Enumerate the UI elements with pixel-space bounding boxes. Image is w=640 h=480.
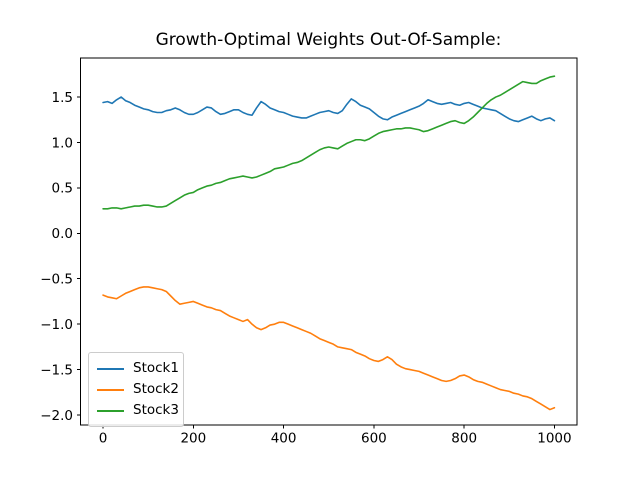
legend-entry-stock3: Stock3 bbox=[97, 400, 179, 421]
x-tick-label: 0 bbox=[99, 431, 108, 447]
series-line-stock3 bbox=[102, 75, 556, 210]
y-tick-label: −1.5 bbox=[40, 362, 73, 378]
x-tick-label: 600 bbox=[361, 431, 387, 447]
y-tick-label: 1.0 bbox=[52, 135, 73, 151]
legend: Stock1 Stock2 Stock3 bbox=[88, 352, 184, 427]
legend-line-sample-stock3 bbox=[97, 409, 124, 412]
x-tick-label: 400 bbox=[271, 431, 297, 447]
legend-line-sample-stock1 bbox=[97, 367, 124, 370]
x-tick-label: 200 bbox=[180, 431, 206, 447]
series-line-stock1 bbox=[102, 96, 556, 123]
legend-entry-stock2: Stock2 bbox=[97, 379, 179, 400]
y-tick-label: −1.0 bbox=[40, 317, 73, 333]
chart-title: Growth-Optimal Weights Out-Of-Sample: bbox=[155, 30, 502, 50]
x-tick-label: 800 bbox=[451, 431, 477, 447]
x-tick-label: 1000 bbox=[537, 431, 571, 447]
y-tick-label: 0.0 bbox=[52, 226, 73, 242]
legend-line-sample-stock2 bbox=[97, 388, 124, 391]
y-tick-label: 1.5 bbox=[52, 90, 73, 106]
series-line-stock2 bbox=[102, 286, 556, 411]
y-tick-label: −2.0 bbox=[40, 408, 73, 424]
legend-label-stock1: Stock1 bbox=[133, 359, 179, 376]
legend-label-stock3: Stock3 bbox=[133, 401, 179, 418]
legend-entry-stock1: Stock1 bbox=[97, 358, 179, 379]
axes-box bbox=[80, 57, 578, 426]
y-tick-label: −0.5 bbox=[40, 272, 73, 288]
y-tick-label: 0.5 bbox=[52, 181, 73, 197]
legend-label-stock2: Stock2 bbox=[133, 380, 179, 397]
